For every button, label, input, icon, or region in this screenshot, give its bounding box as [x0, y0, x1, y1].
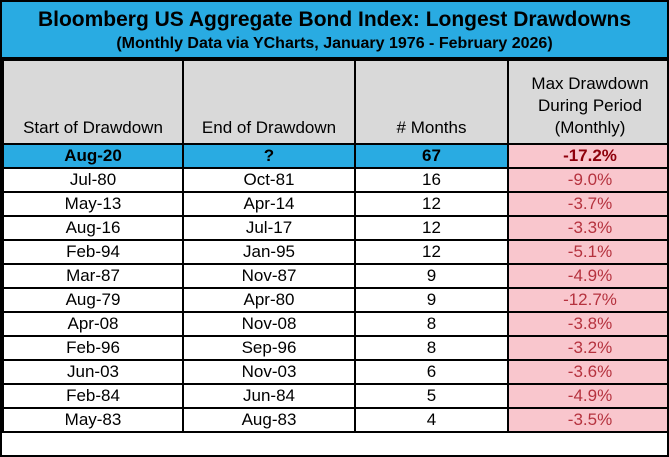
- cell-start-of-drawdown: Aug-16: [2, 215, 184, 241]
- table-row: May-83 Aug-83 4 -3.5%: [2, 407, 667, 433]
- drawdown-table: Start of Drawdown End of Drawdown # Mont…: [2, 59, 667, 433]
- cell-max-drawdown: -3.7%: [507, 191, 667, 217]
- cell-num-months: 16: [354, 167, 509, 193]
- cell-max-drawdown: -3.3%: [507, 215, 667, 241]
- cell-max-drawdown: -12.7%: [507, 287, 667, 313]
- cell-end-of-drawdown: Aug-83: [182, 407, 356, 433]
- table-row: Aug-79 Apr-80 9 -12.7%: [2, 287, 667, 313]
- cell-start-of-drawdown: Feb-94: [2, 239, 184, 265]
- table-row: Feb-96 Sep-96 8 -3.2%: [2, 335, 667, 361]
- cell-max-drawdown: -17.2%: [507, 143, 667, 169]
- cell-num-months: 12: [354, 215, 509, 241]
- cell-start-of-drawdown: Feb-96: [2, 335, 184, 361]
- cell-end-of-drawdown: Nov-08: [182, 311, 356, 337]
- col-header-max-drawdown: Max Drawdown During Period (Monthly): [507, 59, 667, 145]
- table-row: Apr-08 Nov-08 8 -3.8%: [2, 311, 667, 337]
- cell-num-months: 6: [354, 359, 509, 385]
- cell-num-months: 12: [354, 239, 509, 265]
- cell-max-drawdown: -3.8%: [507, 311, 667, 337]
- cell-end-of-drawdown: Jan-95: [182, 239, 356, 265]
- cell-max-drawdown: -3.6%: [507, 359, 667, 385]
- cell-end-of-drawdown: ?: [182, 143, 356, 169]
- cell-max-drawdown: -5.1%: [507, 239, 667, 265]
- cell-num-months: 8: [354, 311, 509, 337]
- table-row: Aug-16 Jul-17 12 -3.3%: [2, 215, 667, 241]
- cell-end-of-drawdown: Oct-81: [182, 167, 356, 193]
- cell-num-months: 9: [354, 263, 509, 289]
- cell-start-of-drawdown: May-83: [2, 407, 184, 433]
- cell-num-months: 67: [354, 143, 509, 169]
- cell-max-drawdown: -3.2%: [507, 335, 667, 361]
- table-header: Start of Drawdown End of Drawdown # Mont…: [2, 59, 667, 145]
- table-row: May-13 Apr-14 12 -3.7%: [2, 191, 667, 217]
- cell-start-of-drawdown: Jun-03: [2, 359, 184, 385]
- cell-end-of-drawdown: Apr-14: [182, 191, 356, 217]
- cell-end-of-drawdown: Nov-87: [182, 263, 356, 289]
- cell-start-of-drawdown: Apr-08: [2, 311, 184, 337]
- cell-start-of-drawdown: Aug-79: [2, 287, 184, 313]
- cell-start-of-drawdown: Mar-87: [2, 263, 184, 289]
- cell-num-months: 9: [354, 287, 509, 313]
- table-row: Jun-03 Nov-03 6 -3.6%: [2, 359, 667, 385]
- cell-max-drawdown: -4.9%: [507, 263, 667, 289]
- chart-subtitle: (Monthly Data via YCharts, January 1976 …: [116, 35, 553, 52]
- cell-end-of-drawdown: Jun-84: [182, 383, 356, 409]
- cell-num-months: 4: [354, 407, 509, 433]
- cell-max-drawdown: -4.9%: [507, 383, 667, 409]
- table-row: Mar-87 Nov-87 9 -4.9%: [2, 263, 667, 289]
- cell-start-of-drawdown: Jul-80: [2, 167, 184, 193]
- cell-num-months: 12: [354, 191, 509, 217]
- cell-end-of-drawdown: Sep-96: [182, 335, 356, 361]
- table-row: Jul-80 Oct-81 16 -9.0%: [2, 167, 667, 193]
- table-body: Aug-20 ? 67 -17.2% Jul-80 Oct-81 16 -9.0…: [2, 143, 667, 433]
- table-row: Aug-20 ? 67 -17.2%: [2, 143, 667, 169]
- col-header-end-of-drawdown: End of Drawdown: [182, 59, 356, 145]
- table-row: Feb-94 Jan-95 12 -5.1%: [2, 239, 667, 265]
- cell-start-of-drawdown: May-13: [2, 191, 184, 217]
- header-row: Start of Drawdown End of Drawdown # Mont…: [2, 59, 667, 145]
- cell-num-months: 8: [354, 335, 509, 361]
- cell-max-drawdown: -9.0%: [507, 167, 667, 193]
- cell-start-of-drawdown: Feb-84: [2, 383, 184, 409]
- cell-end-of-drawdown: Apr-80: [182, 287, 356, 313]
- title-band: Bloomberg US Aggregate Bond Index: Longe…: [2, 2, 667, 59]
- cell-max-drawdown: -3.5%: [507, 407, 667, 433]
- chart-title: Bloomberg US Aggregate Bond Index: Longe…: [37, 8, 632, 31]
- table-row: Feb-84 Jun-84 5 -4.9%: [2, 383, 667, 409]
- cell-end-of-drawdown: Nov-03: [182, 359, 356, 385]
- col-header-num-months: # Months: [354, 59, 509, 145]
- col-header-start-of-drawdown: Start of Drawdown: [2, 59, 184, 145]
- cell-num-months: 5: [354, 383, 509, 409]
- cell-end-of-drawdown: Jul-17: [182, 215, 356, 241]
- cell-start-of-drawdown: Aug-20: [2, 143, 184, 169]
